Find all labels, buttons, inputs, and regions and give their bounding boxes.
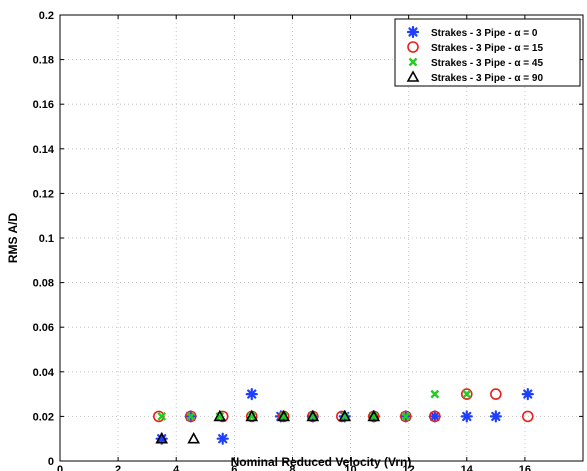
- legend-marker-alpha-45: [408, 57, 418, 67]
- legend-markers: [406, 25, 420, 82]
- y-tick-label: 0.1: [39, 233, 54, 245]
- x-tick-label: 16: [519, 464, 531, 471]
- point-alpha-90: [277, 409, 291, 422]
- x-tick-label: 6: [231, 464, 237, 471]
- point-alpha-0: [245, 388, 258, 401]
- point-alpha-90: [306, 409, 320, 422]
- y-tick-label: 0.14: [33, 144, 55, 156]
- plot-frame: [59, 14, 584, 462]
- legend: Strakes - 3 Pipe - α = 0 Strakes - 3 Pip…: [394, 18, 581, 87]
- y-tick-label: 0.16: [33, 99, 54, 111]
- point-alpha-45: [462, 389, 472, 399]
- y-tick-label: 0.2: [39, 10, 54, 22]
- y-tick-label: 0.06: [33, 322, 54, 334]
- point-alpha-15: [490, 388, 502, 400]
- legend-marker-alpha-15: [407, 41, 419, 53]
- point-alpha-0: [521, 388, 534, 401]
- point-alpha-15: [184, 410, 197, 423]
- point-alpha-90: [187, 432, 201, 444]
- point-alpha-45: [157, 412, 167, 421]
- point-alpha-90: [245, 409, 259, 422]
- x-tick-label: 2: [115, 464, 121, 471]
- y-tick-label: 0.04: [33, 367, 55, 379]
- x-axis-label: Nominal Reduced Velocity (Vrn): [231, 455, 412, 469]
- legend-label-alpha-45: Strakes - 3 Pipe - α = 45: [431, 58, 543, 69]
- point-alpha-15: [399, 410, 412, 423]
- point-alpha-0: [428, 410, 441, 423]
- legend-label-alpha-15: Strakes - 3 Pipe - α = 15: [431, 43, 543, 54]
- plot-area: [60, 15, 583, 461]
- y-tick-label: 0.12: [33, 188, 54, 200]
- y-tick-label: 0.02: [33, 411, 54, 423]
- point-alpha-90: [213, 409, 227, 422]
- x-tick-label: 10: [344, 464, 356, 471]
- legend-marker-alpha-0: [406, 25, 420, 39]
- x-tick-label: 14: [461, 464, 474, 471]
- point-alpha-90: [155, 432, 169, 444]
- legend-label-alpha-0: Strakes - 3 Pipe - α = 0: [431, 28, 538, 39]
- data-points: [152, 388, 534, 445]
- point-alpha-90: [367, 409, 381, 422]
- point-alpha-0: [489, 410, 502, 423]
- legend-box: [394, 18, 581, 87]
- y-axis-ticks: 0 0.02 0.04 0.06 0.08 0.1 0.12 0.14 0.16 0.18 0.2: [33, 10, 583, 468]
- point-alpha-15: [521, 410, 534, 423]
- y-tick-label: 0.08: [33, 278, 54, 290]
- legend-label-alpha-90: Strakes - 3 Pipe - α = 90: [431, 73, 543, 84]
- legend-marker-alpha-90: [406, 70, 420, 82]
- x-tick-label: 12: [403, 464, 415, 471]
- point-alpha-0: [216, 432, 229, 445]
- point-alpha-45: [401, 412, 411, 421]
- y-tick-label: 0: [48, 456, 54, 468]
- x-tick-label: 8: [289, 464, 295, 471]
- y-tick-label: 0.18: [33, 55, 54, 67]
- x-tick-label: 0: [57, 464, 63, 471]
- point-alpha-45: [186, 412, 196, 421]
- point-alpha-15: [429, 410, 441, 423]
- point-alpha-0: [460, 410, 473, 423]
- x-axis-ticks: 0 2 4 6 8 10 12 14 16: [57, 15, 531, 471]
- point-alpha-15: [460, 388, 473, 400]
- point-alpha-45: [430, 389, 440, 399]
- x-tick-label: 4: [173, 464, 180, 471]
- point-alpha-15: [152, 410, 165, 423]
- y-axis-label: RMS A/D: [6, 213, 20, 264]
- point-alpha-90: [338, 409, 352, 422]
